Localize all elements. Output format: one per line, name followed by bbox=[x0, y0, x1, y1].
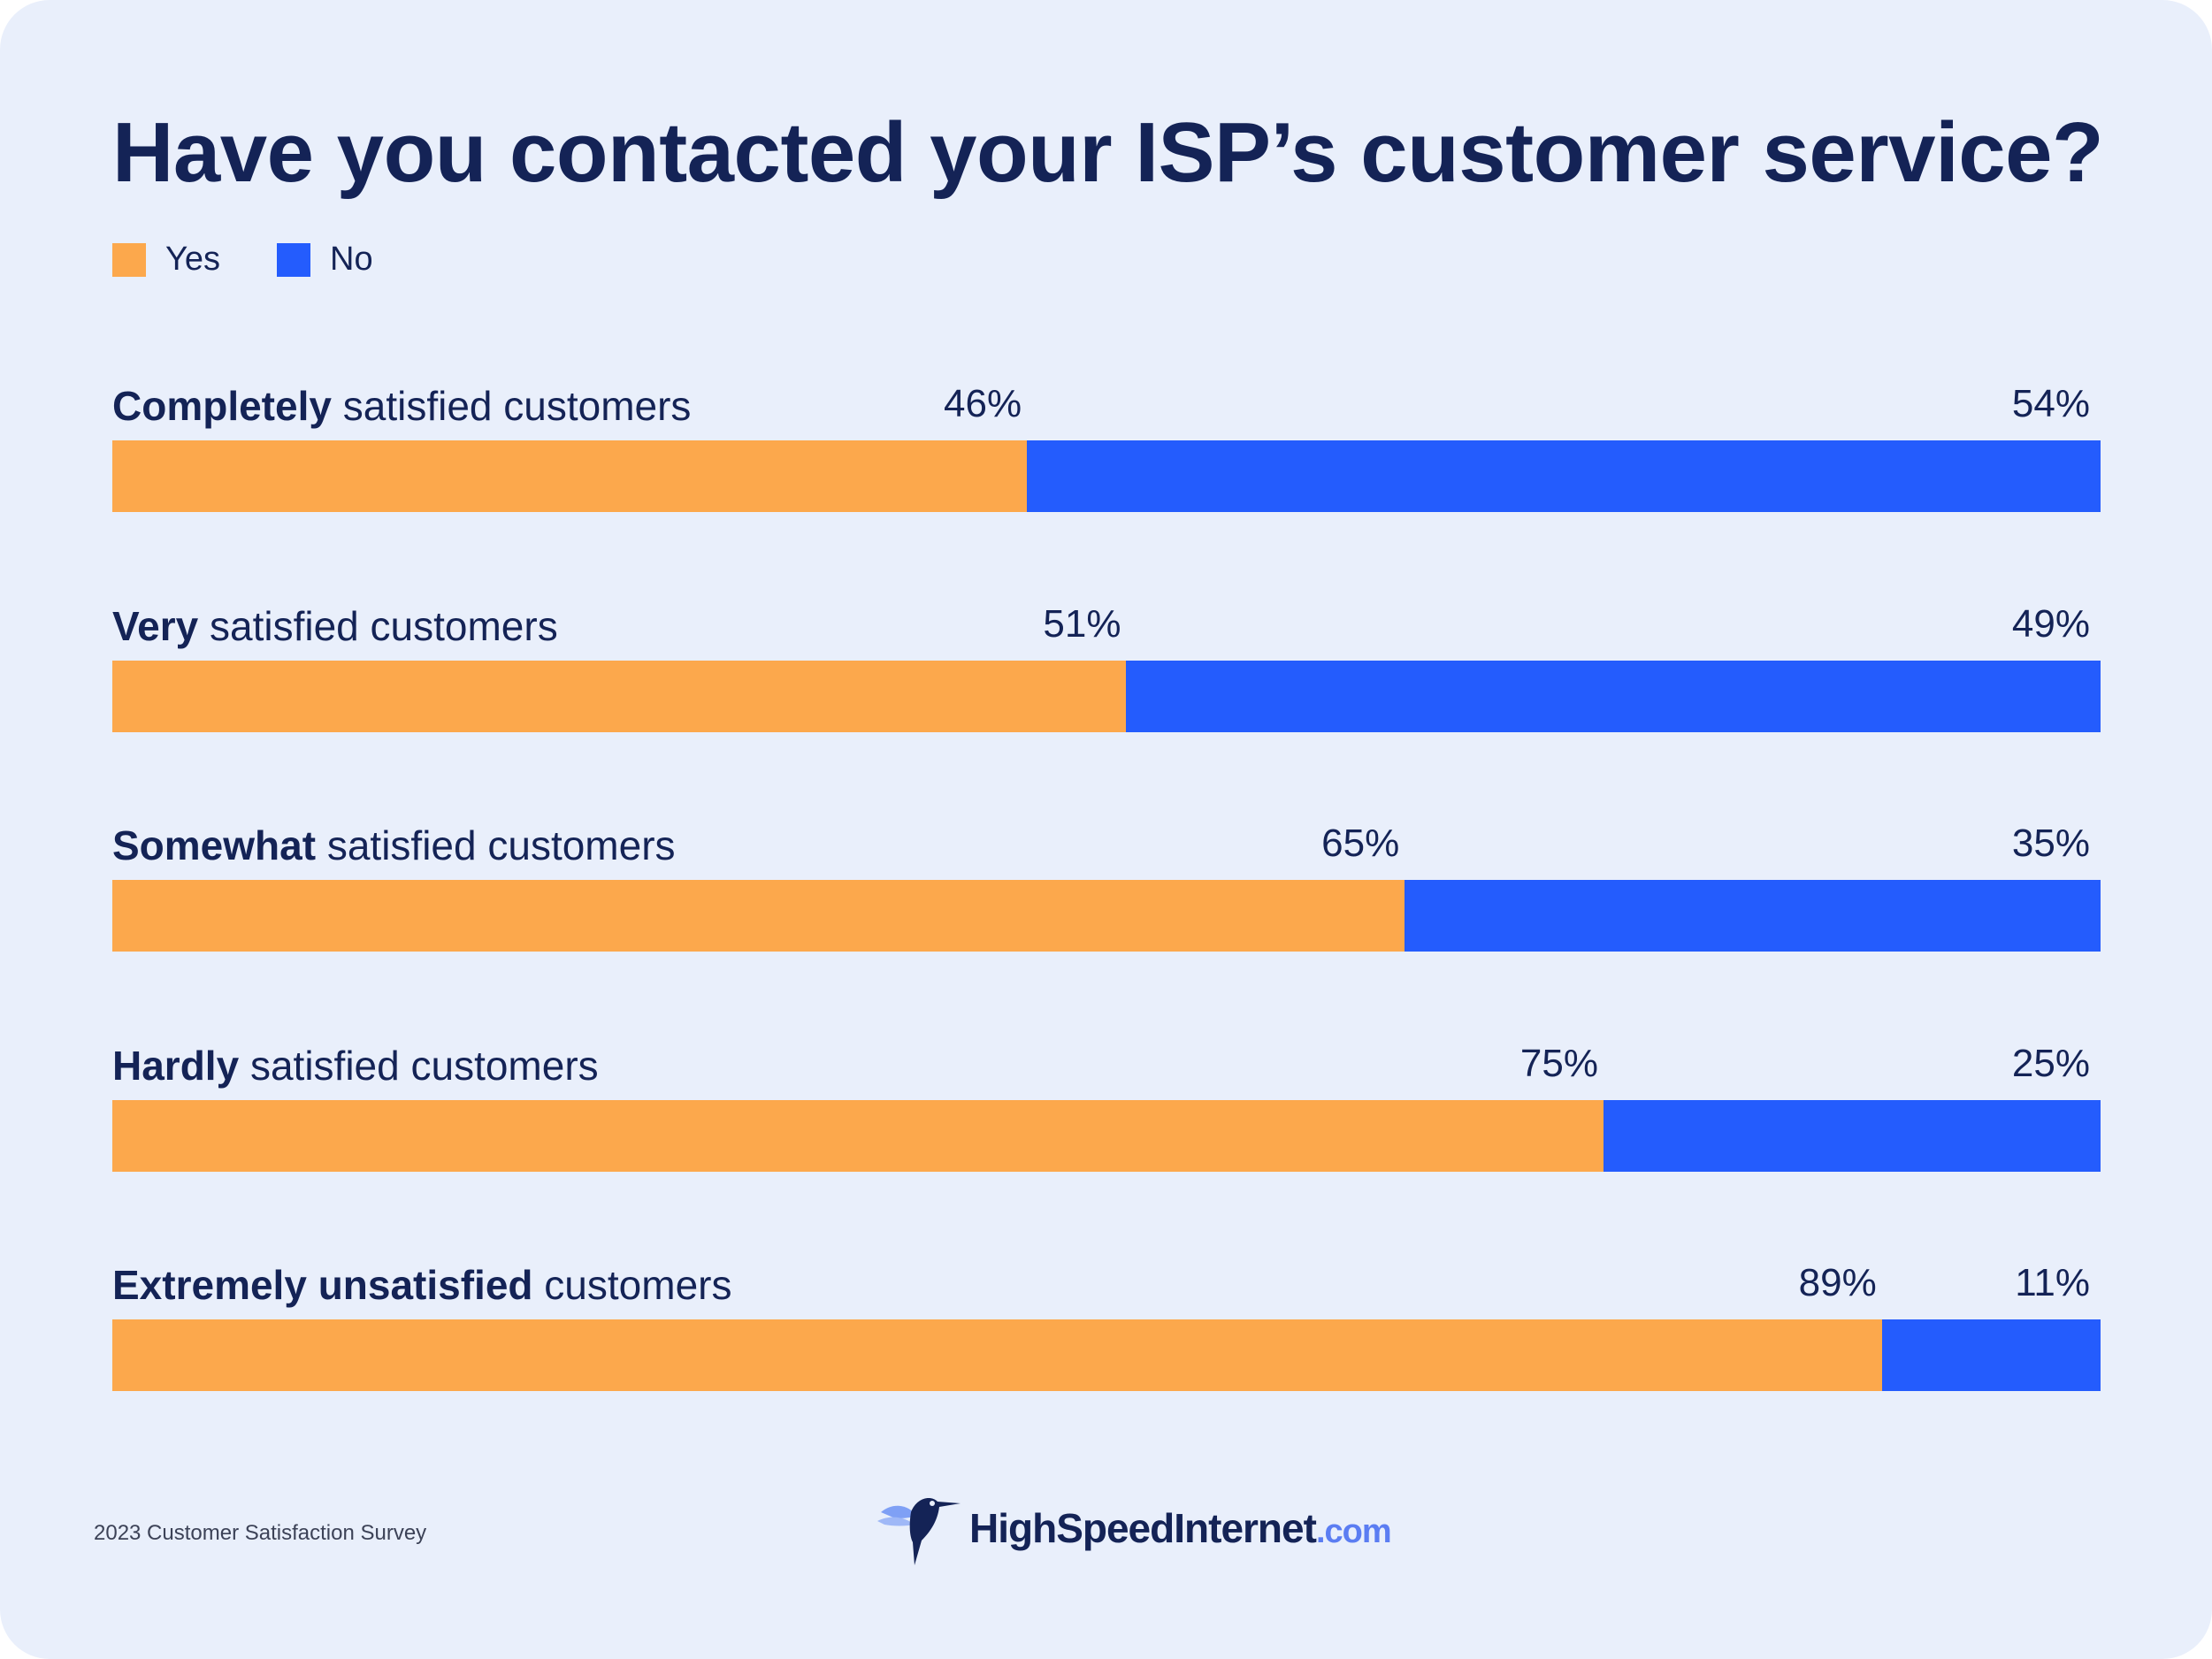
stacked-bar bbox=[112, 880, 2101, 952]
legend-label-yes: Yes bbox=[165, 241, 220, 278]
data-label-yes: 75% bbox=[1519, 1041, 1598, 1085]
bar-row: Very satisfied customers 51% 49% bbox=[112, 602, 2101, 735]
stacked-bar bbox=[112, 1319, 2101, 1391]
stacked-bar bbox=[112, 440, 2101, 512]
survey-note: 2023 Customer Satisfaction Survey bbox=[94, 1521, 427, 1545]
category-label-rest: satisfied customers bbox=[198, 602, 558, 649]
logo-text: HighSpeedInternet.com bbox=[969, 1504, 1392, 1552]
bar-row: Somewhat satisfied customers 65% 35% bbox=[112, 822, 2101, 954]
data-label-no: 49% bbox=[2011, 601, 2090, 646]
bar-row: Extremely unsatisfied customers 89% 11% bbox=[112, 1261, 2101, 1394]
category-label: Hardly satisfied customers bbox=[112, 1042, 599, 1089]
data-label-no: 25% bbox=[2011, 1041, 2090, 1085]
data-label-no: 54% bbox=[2011, 382, 2090, 425]
legend: Yes No bbox=[112, 241, 430, 279]
category-label: Somewhat satisfied customers bbox=[112, 822, 676, 869]
bar-segment-no bbox=[1881, 1319, 2101, 1391]
stacked-bar bbox=[112, 1099, 2101, 1172]
bar-segment-yes bbox=[112, 1099, 1604, 1172]
logo: HighSpeedInternet.com bbox=[876, 1486, 1392, 1571]
legend-swatch-yes bbox=[112, 242, 146, 277]
category-label-bold: Very bbox=[112, 602, 199, 649]
data-label-yes: 46% bbox=[944, 382, 1022, 425]
category-label-bold: Extremely unsatisfied bbox=[112, 1262, 533, 1308]
category-label: Very satisfied customers bbox=[112, 602, 558, 650]
legend-item-no: No bbox=[277, 241, 373, 279]
data-label-no: 35% bbox=[2011, 822, 2090, 865]
category-label-bold: Completely bbox=[112, 383, 332, 429]
category-label-rest: satisfied customers bbox=[331, 383, 692, 429]
category-label-rest: satisfied customers bbox=[239, 1042, 599, 1089]
bar-segment-no bbox=[1126, 660, 2101, 732]
logo-main-text: HighSpeedInternet bbox=[969, 1505, 1317, 1551]
hummingbird-icon bbox=[877, 1498, 961, 1565]
data-label-yes: 51% bbox=[1043, 601, 1121, 646]
category-label-bold: Hardly bbox=[112, 1042, 240, 1089]
bar-segment-no bbox=[1405, 880, 2101, 952]
logo-suffix-text: .com bbox=[1315, 1513, 1392, 1550]
data-label-yes: 89% bbox=[1798, 1261, 1877, 1304]
category-label: Completely satisfied customers bbox=[112, 382, 691, 430]
legend-item-yes: Yes bbox=[112, 241, 220, 279]
category-label-rest: customers bbox=[532, 1262, 732, 1308]
category-label-rest: satisfied customers bbox=[316, 822, 676, 868]
category-label-bold: Somewhat bbox=[112, 822, 317, 868]
bar-segment-yes bbox=[112, 880, 1405, 952]
chart-title: Have you contacted your ISP’s customer s… bbox=[112, 105, 2104, 200]
bar-row: Hardly satisfied customers 75% 25% bbox=[112, 1042, 2101, 1174]
bar-segment-yes bbox=[112, 660, 1127, 732]
category-label: Extremely unsatisfied customers bbox=[112, 1261, 731, 1309]
bar-segment-yes bbox=[112, 1319, 1882, 1391]
bar-segment-yes bbox=[112, 440, 1028, 512]
stacked-bar bbox=[112, 660, 2101, 732]
bar-segment-no bbox=[1027, 440, 2101, 512]
legend-label-no: No bbox=[330, 241, 373, 278]
data-label-yes: 65% bbox=[1321, 822, 1400, 865]
data-label-no: 11% bbox=[2015, 1261, 2090, 1304]
bar-segment-no bbox=[1604, 1099, 2101, 1172]
legend-swatch-no bbox=[277, 242, 310, 277]
bar-row: Completely satisfied customers 46% 54% bbox=[112, 382, 2101, 515]
